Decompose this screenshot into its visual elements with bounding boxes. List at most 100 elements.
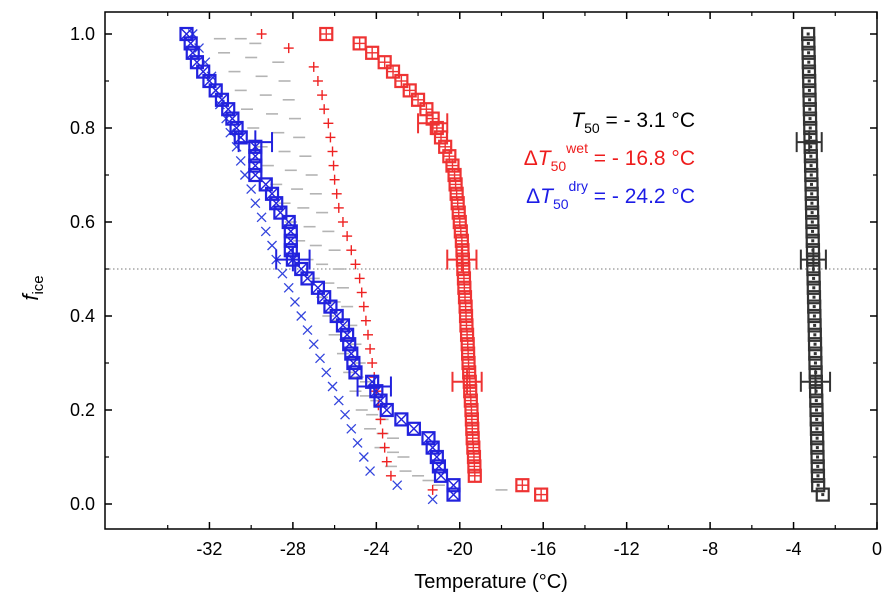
data-point bbox=[410, 92, 426, 107]
data-point bbox=[296, 311, 307, 321]
data-point bbox=[328, 160, 339, 171]
error-bar bbox=[795, 130, 823, 154]
x-axis: -32 -28 -24 -20 -16 -12 -8 -4 0 bbox=[167, 12, 882, 559]
data-point bbox=[348, 365, 363, 380]
data-point bbox=[515, 478, 530, 493]
data-point bbox=[805, 214, 820, 230]
data-point bbox=[329, 174, 340, 185]
data-point bbox=[321, 367, 332, 378]
y-tick-label: 0.2 bbox=[70, 400, 95, 420]
data-point bbox=[239, 170, 250, 180]
data-point bbox=[803, 139, 818, 154]
error-bar bbox=[417, 111, 449, 136]
data-point bbox=[804, 167, 819, 183]
data-point bbox=[810, 459, 825, 474]
data-point bbox=[807, 327, 822, 342]
data-point bbox=[337, 217, 348, 227]
data-point bbox=[346, 245, 357, 256]
data-point bbox=[806, 280, 821, 295]
x-tick-label: -20 bbox=[447, 539, 473, 559]
data-point bbox=[360, 315, 371, 326]
y-axis-label-sub: ice bbox=[30, 275, 47, 294]
data-point bbox=[290, 296, 300, 307]
data-point bbox=[467, 468, 482, 483]
data-point bbox=[308, 61, 319, 72]
data-point bbox=[806, 271, 821, 286]
data-point bbox=[804, 196, 820, 211]
data-point bbox=[802, 83, 817, 98]
data-point bbox=[377, 428, 388, 439]
data-point bbox=[805, 205, 820, 220]
data-point bbox=[379, 442, 390, 453]
error-bar bbox=[799, 370, 832, 394]
x-tick-label: -4 bbox=[786, 539, 802, 559]
x-tick-label: -12 bbox=[614, 539, 640, 559]
y-tick-label: 0.4 bbox=[70, 306, 95, 326]
data-point bbox=[260, 226, 271, 237]
data-point bbox=[283, 43, 294, 54]
data-point bbox=[427, 494, 438, 505]
data-point bbox=[342, 231, 353, 242]
x-axis-label: Temperature (°C) bbox=[414, 571, 568, 593]
data-point bbox=[365, 343, 376, 354]
data-point bbox=[267, 240, 277, 251]
data-point bbox=[801, 36, 816, 51]
data-point bbox=[534, 487, 549, 502]
error-bar bbox=[275, 247, 311, 272]
x-tick-label: -8 bbox=[702, 539, 718, 559]
data-point bbox=[801, 45, 816, 60]
y-tick-label: 0.6 bbox=[70, 212, 95, 232]
data-point bbox=[315, 353, 325, 364]
data-point bbox=[815, 487, 830, 502]
data-point bbox=[810, 431, 825, 446]
data-point bbox=[810, 468, 826, 483]
x-tick-label: -28 bbox=[280, 539, 306, 559]
series-layer bbox=[179, 26, 830, 505]
data-point bbox=[367, 358, 378, 368]
data-point bbox=[362, 329, 373, 340]
data-point bbox=[385, 470, 396, 481]
data-point bbox=[317, 90, 328, 101]
data-point bbox=[803, 158, 819, 173]
annotation-1: ΔT50wet = - 16.8 °C bbox=[524, 140, 695, 174]
data-point bbox=[807, 308, 822, 324]
x-tick-label: -24 bbox=[363, 539, 389, 559]
data-point bbox=[802, 73, 817, 89]
data-point bbox=[352, 437, 363, 448]
data-point bbox=[319, 26, 334, 42]
data-point bbox=[331, 188, 342, 199]
series-x bbox=[187, 29, 438, 505]
svg-text:fice: fice bbox=[18, 275, 47, 300]
data-point bbox=[365, 466, 376, 477]
data-point bbox=[446, 487, 461, 502]
data-point bbox=[433, 468, 449, 483]
error-bar bbox=[446, 247, 478, 272]
data-point bbox=[377, 55, 392, 70]
y-tick-label: 0.8 bbox=[70, 118, 95, 138]
data-point bbox=[801, 26, 816, 42]
data-point bbox=[358, 452, 369, 462]
data-point bbox=[402, 83, 417, 98]
x-tick-label: -32 bbox=[196, 539, 222, 559]
data-point bbox=[809, 402, 824, 418]
data-point bbox=[427, 484, 438, 495]
data-point bbox=[246, 184, 257, 195]
data-point bbox=[801, 64, 817, 79]
data-point bbox=[392, 480, 403, 491]
data-point bbox=[235, 155, 246, 166]
data-point bbox=[277, 268, 288, 279]
data-point bbox=[803, 130, 818, 145]
data-point bbox=[802, 111, 818, 126]
data-point bbox=[250, 198, 261, 209]
data-point bbox=[805, 224, 820, 239]
data-point bbox=[352, 36, 367, 51]
data-point bbox=[381, 456, 392, 467]
plot-frame bbox=[104, 11, 878, 530]
data-point bbox=[385, 64, 401, 79]
data-point bbox=[333, 202, 344, 213]
data-point bbox=[804, 186, 819, 201]
series-square-x bbox=[179, 26, 461, 502]
data-point bbox=[256, 29, 267, 39]
y-tick-label: 0.0 bbox=[70, 494, 95, 514]
